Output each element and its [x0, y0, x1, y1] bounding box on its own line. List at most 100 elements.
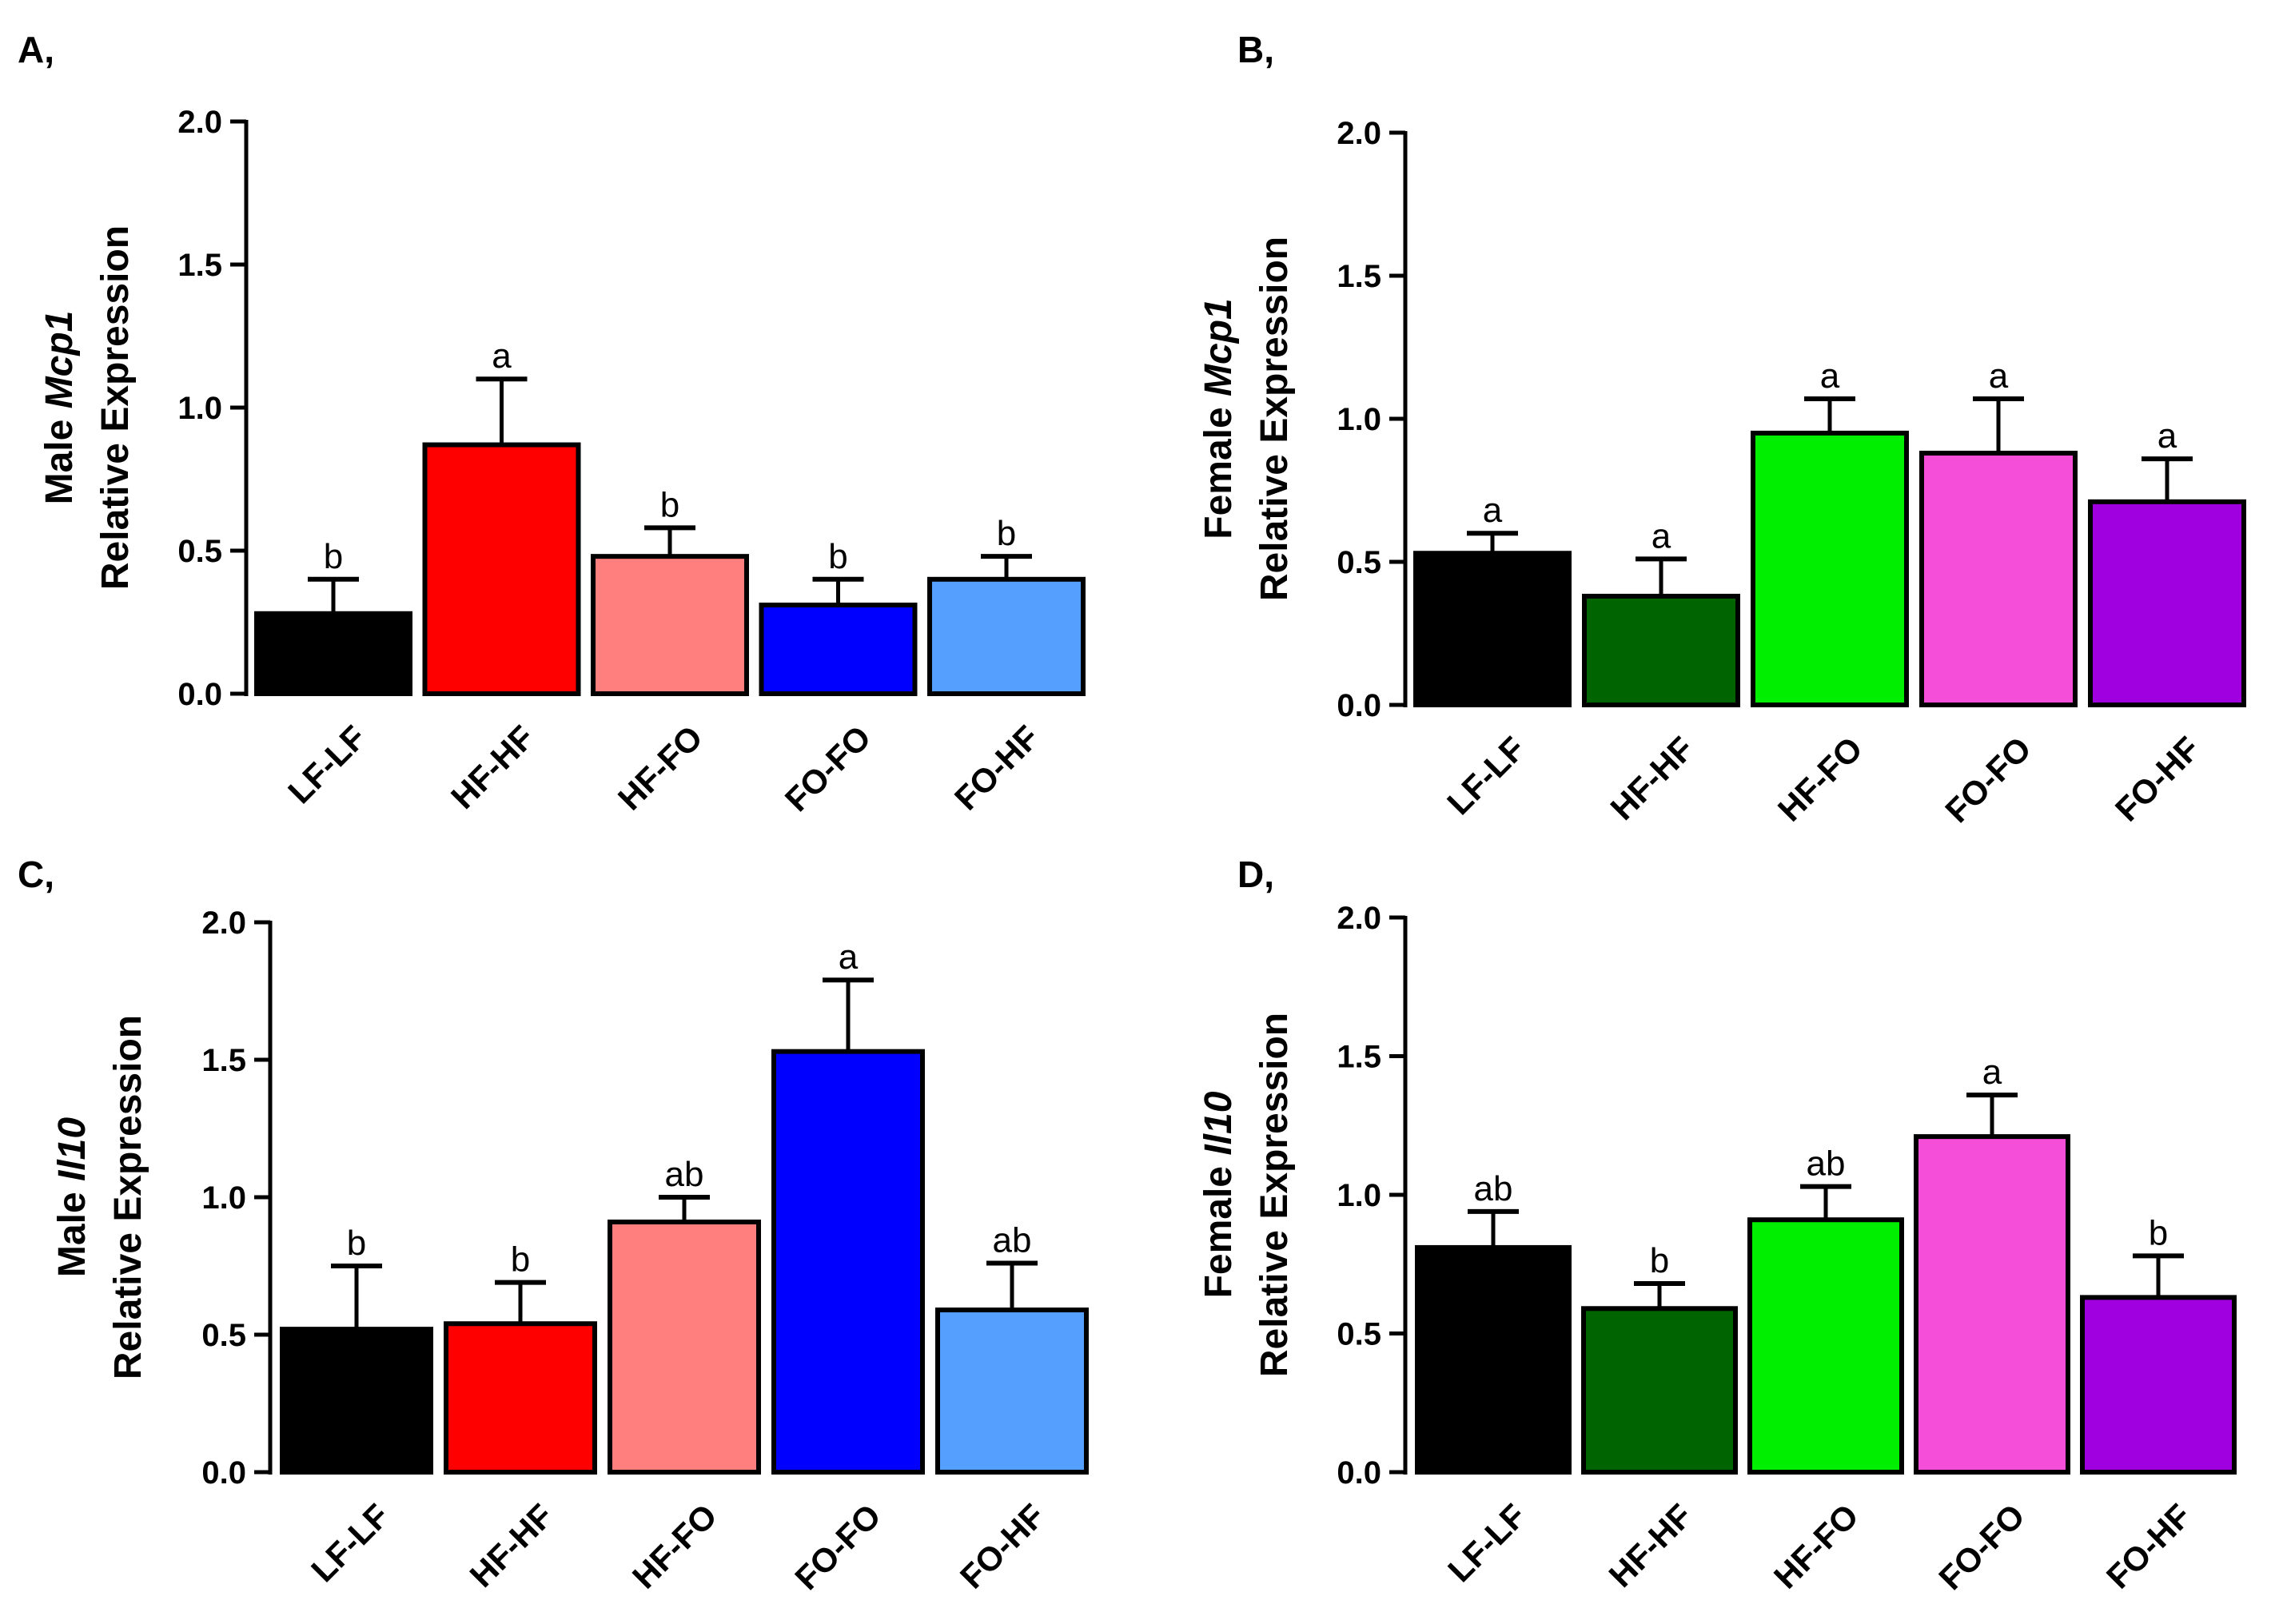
panel-letter: B, — [1237, 29, 1274, 70]
x-tick-label: FO-FO — [778, 718, 879, 819]
bar-fo-hf — [2080, 1295, 2237, 1475]
y-tick-label: 1.0 — [177, 391, 222, 426]
x-tick-label: HF-HF — [463, 1497, 560, 1594]
y-axis-title-gene: Mcp1 — [1197, 298, 1240, 396]
bar-hf-fo — [1747, 1217, 1904, 1475]
x-tick-label: LF-LF — [304, 1497, 396, 1590]
bar-fo-fo — [1919, 450, 2078, 708]
x-tick-label: FO-FO — [1938, 730, 2038, 830]
y-tick-label: 1.0 — [1337, 1178, 1381, 1213]
bar-fo-hf — [2088, 499, 2246, 707]
y-tick-label: 0.0 — [1337, 688, 1381, 723]
y-axis-title-line2: Relative Expression — [107, 1015, 149, 1379]
x-tick-label: HF-FO — [625, 1497, 724, 1596]
bar-hf-fo — [608, 1219, 761, 1475]
bar-fo-hf — [927, 576, 1086, 696]
y-tick-label: 1.5 — [177, 248, 222, 283]
significance-letter: ab — [1807, 1144, 1846, 1184]
x-tick-label: LF-LF — [1440, 730, 1532, 822]
bar-fo-fo — [1914, 1134, 2070, 1475]
x-tick-label: FO-FO — [1931, 1497, 2032, 1598]
x-tick-label: FO-HF — [953, 1497, 1052, 1596]
panel-letter: C, — [18, 854, 54, 895]
significance-letter: b — [660, 485, 679, 524]
y-axis-title: Female Mcp1 — [1197, 298, 1240, 539]
y-tick-label: 2.0 — [177, 105, 222, 140]
x-tick-label: FO-HF — [947, 718, 1046, 818]
bar-hf-hf — [444, 1321, 597, 1475]
bar-lf-lf — [254, 611, 412, 697]
y-tick-label: 0.0 — [201, 1455, 246, 1491]
y-tick-label: 2.0 — [1337, 901, 1381, 936]
significance-letter: b — [1650, 1241, 1669, 1280]
significance-letter: a — [839, 937, 859, 977]
y-axis-title-line2: Relative Expression — [94, 225, 137, 590]
significance-letter: b — [347, 1224, 366, 1263]
significance-letter: a — [1989, 356, 2009, 396]
panel-letter: A, — [18, 29, 54, 70]
y-axis-title-gene: Mcp1 — [38, 311, 81, 409]
x-tick-label: HF-HF — [444, 718, 541, 816]
y-tick-label: 0.5 — [1337, 545, 1381, 580]
significance-letter: ab — [1474, 1169, 1513, 1208]
bar-lf-lf — [1413, 551, 1572, 708]
x-tick-label: FO-HF — [2108, 730, 2207, 829]
y-axis-title-prefix: Male — [51, 1181, 94, 1277]
y-tick-label: 2.0 — [1337, 116, 1381, 151]
y-axis-title-gene: Il10 — [51, 1117, 94, 1181]
y-axis-title: Female Il10 — [1197, 1091, 1240, 1298]
significance-letter: a — [1651, 516, 1671, 555]
significance-letter: a — [1483, 491, 1503, 530]
bar-hf-fo — [1751, 430, 1909, 708]
y-tick-label: 0.5 — [177, 534, 222, 569]
y-tick-label: 1.0 — [1337, 402, 1381, 437]
significance-letter: b — [324, 537, 343, 576]
x-tick-label: FO-HF — [2099, 1497, 2198, 1596]
chart-panel-3: C, Male Il10 Relative Expression b LF-LF b HF-… — [18, 854, 1089, 1598]
y-tick-label: 2.0 — [201, 906, 246, 941]
bar-lf-lf — [1415, 1244, 1572, 1475]
y-tick-label: 1.5 — [1337, 1040, 1381, 1075]
y-tick-label: 1.5 — [201, 1043, 246, 1078]
chart-panel-4: D,Female Il10 Relative Expression abLF-LFb… — [1197, 854, 2237, 1598]
y-axis-title-line2: Relative Expression — [1253, 237, 1296, 601]
significance-letter: b — [2149, 1213, 2168, 1252]
y-axis-title-prefix: Female — [1197, 396, 1240, 539]
significance-letter: a — [1982, 1053, 2002, 1092]
y-tick-label: 0.5 — [201, 1318, 246, 1353]
bar-fo-hf — [935, 1308, 1089, 1475]
significance-letter: b — [511, 1240, 530, 1280]
y-axis-title-line2: Relative Expression — [1253, 1013, 1296, 1377]
significance-letter: a — [2157, 416, 2177, 456]
y-axis-title-prefix: Male — [38, 408, 81, 504]
y-axis-title: Male Mcp1 — [38, 311, 81, 505]
significance-letter: b — [997, 514, 1016, 553]
significance-letter: ab — [665, 1155, 704, 1194]
x-tick-label: HF-FO — [1771, 730, 1870, 829]
bar-hf-hf — [1581, 1306, 1738, 1475]
significance-letter: a — [492, 336, 512, 376]
y-tick-label: 1.5 — [1337, 259, 1381, 294]
y-tick-label: 0.0 — [1337, 1455, 1381, 1491]
bar-fo-fo — [759, 603, 918, 697]
y-tick-label: 0.0 — [177, 677, 222, 712]
chart-panel-1: A, Male Mcp1 Relative Expression b LF-LF a HF-… — [18, 29, 1086, 819]
y-axis-title-prefix: Female — [1197, 1156, 1240, 1299]
x-tick-label: HF-HF — [1602, 1497, 1699, 1594]
panel-letter: D, — [1237, 854, 1274, 895]
bar-fo-fo — [771, 1049, 925, 1475]
bar-lf-lf — [280, 1327, 433, 1475]
x-tick-label: LF-LF — [281, 718, 373, 811]
x-tick-label: FO-FO — [787, 1497, 888, 1598]
y-axis-title-gene: Il10 — [1197, 1091, 1240, 1155]
significance-letter: b — [828, 537, 847, 576]
bar-hf-hf — [1582, 593, 1740, 708]
significance-letter: a — [1820, 356, 1840, 396]
bar-hf-fo — [591, 554, 749, 696]
x-tick-label: HF-HF — [1604, 730, 1701, 827]
y-axis-title: Male Il10 — [51, 1117, 94, 1277]
y-tick-label: 0.5 — [1337, 1317, 1381, 1352]
x-tick-label: LF-LF — [1440, 1497, 1533, 1590]
bar-hf-hf — [422, 442, 581, 696]
